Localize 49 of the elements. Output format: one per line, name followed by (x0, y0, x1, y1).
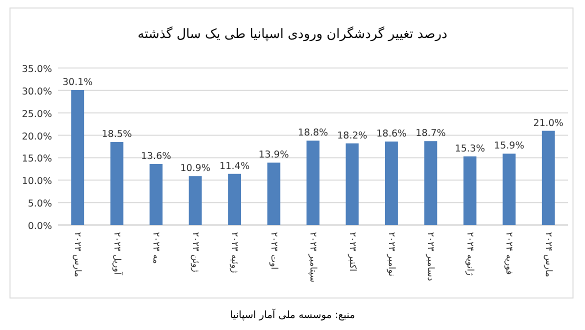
x-tick-label: مارس ۲۰۲۴ (542, 232, 553, 278)
bar (267, 162, 280, 225)
bar (110, 142, 124, 225)
bar (228, 174, 242, 225)
y-tick-label: 0.0% (28, 221, 52, 232)
data-label: 18.2% (337, 130, 368, 142)
data-label: 18.6% (376, 128, 407, 140)
data-label: 18.7% (416, 128, 446, 140)
data-label: 13.6% (140, 150, 172, 162)
bar (463, 156, 476, 225)
x-tick-label: آوریل ۲۰۲۳ (111, 232, 124, 276)
bar (306, 140, 320, 225)
x-tick-label: ژوئیه ۲۰۲۳ (229, 232, 240, 273)
data-label: 30.1% (62, 76, 93, 88)
y-tick-label: 5.0% (28, 198, 52, 210)
x-tick-label: دسامبر ۲۰۲۳ (425, 232, 436, 281)
y-tick-label: 10.0% (22, 176, 52, 188)
data-label: 18.5% (102, 129, 132, 140)
data-label: 21.0% (533, 118, 564, 129)
x-tick-label: اکتبر ۲۰۲۳ (346, 232, 357, 272)
bar (542, 130, 555, 225)
x-tick-label: ژانویه ۲۰۲۴ (464, 232, 474, 276)
x-tick-label: نوامبر ۲۰۲۳ (386, 232, 396, 276)
x-tick-label: ژوئن ۲۰۲۳ (190, 232, 200, 272)
x-tick-label: مه ۲۰۲۳ (150, 232, 161, 264)
data-label: 13.9% (258, 150, 289, 161)
x-tick-label: اوت ۲۰۲۳ (268, 232, 278, 270)
data-label: 15.9% (494, 140, 524, 152)
bar (424, 141, 438, 225)
bar (150, 164, 163, 225)
bar (502, 154, 516, 225)
bar (188, 176, 202, 225)
bar (346, 143, 359, 225)
y-tick-label: 15.0% (22, 154, 52, 165)
chart-title: درصد تغییر گردشگران ورودی اسپانیا طی یک سال گذشته (138, 26, 448, 42)
data-label: 15.3% (454, 143, 486, 154)
data-label: 11.4% (219, 160, 250, 172)
x-tick-label: مارس ۲۰۲۳ (72, 232, 82, 278)
x-tick-label: سپتامبر ۲۰۲۳ (308, 232, 318, 282)
y-tick-label: 35.0% (22, 64, 52, 75)
y-tick-label: 20.0% (22, 131, 52, 142)
data-label: 18.8% (298, 128, 328, 139)
x-tick-label: فوریه ۲۰۲۴ (504, 232, 514, 275)
y-tick-label: 30.0% (22, 86, 52, 98)
bar (71, 90, 84, 225)
bar (384, 142, 398, 225)
text: منبع: موسسه ملی آمار اسپانیا (230, 308, 356, 321)
data-label: 10.9% (180, 163, 210, 174)
y-tick-label: 25.0% (22, 108, 52, 120)
